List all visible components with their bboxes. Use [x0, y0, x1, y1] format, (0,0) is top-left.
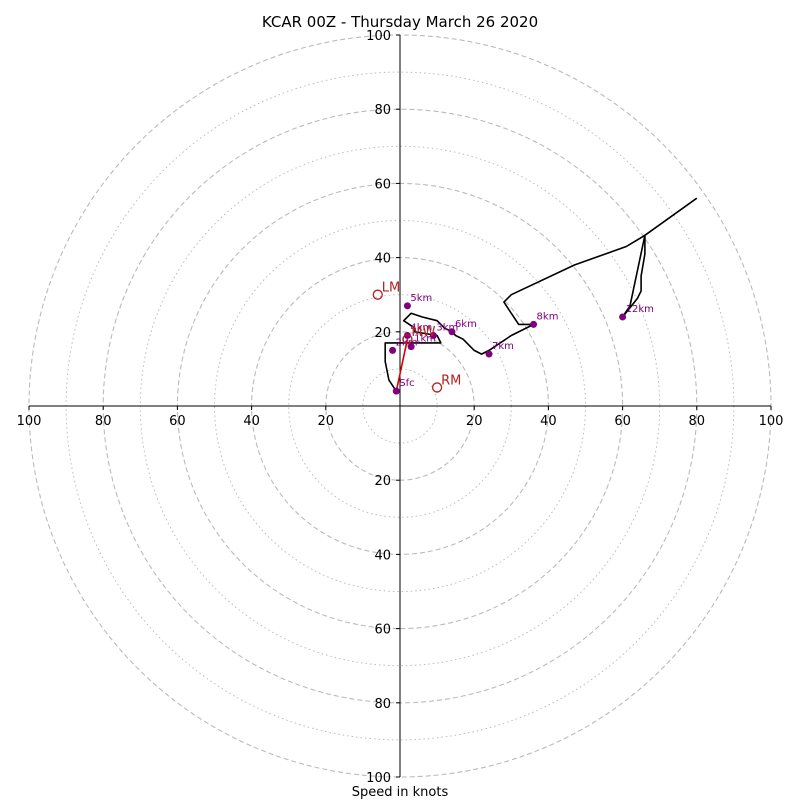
x-tick-label: 80 — [95, 414, 112, 429]
hodograph-trace — [384, 197, 698, 392]
height-marker-label: 6km — [455, 319, 477, 330]
height-marker-label: 4km — [410, 323, 432, 334]
height-marker-label: 12km — [626, 304, 654, 315]
height-marker-label: 5km — [410, 293, 432, 304]
height-marker-dot — [403, 332, 411, 340]
axes — [28, 34, 772, 778]
x-tick-label: 100 — [17, 414, 42, 429]
x-tick-label: 80 — [689, 414, 706, 429]
y-tick-label: 60 — [374, 177, 391, 192]
storm-motion-marker — [402, 334, 413, 345]
height-marker-dot — [403, 302, 411, 310]
height-marker-dot — [485, 350, 493, 358]
storm-motion-markers: LM RM MW — [372, 281, 461, 393]
chart-title: KCAR 00Z - Thursday March 26 2020 — [262, 13, 538, 31]
height-marker-dot — [429, 332, 437, 340]
storm-motion-label: RM — [441, 373, 461, 388]
y-tick-label: 40 — [374, 548, 391, 563]
height-marker-dot — [392, 387, 400, 395]
storm-motion-marker — [431, 382, 443, 393]
x-tick-label: 60 — [169, 414, 186, 429]
height-marker-label: 2km — [396, 337, 418, 348]
x-tick-label: 100 — [759, 414, 784, 429]
height-marker-label: 8km — [537, 311, 559, 322]
height-marker-dot — [530, 320, 538, 328]
y-tick-label: 60 — [374, 623, 391, 638]
height-marker-label: 7km — [492, 341, 514, 352]
x-tick-label: 40 — [540, 414, 557, 429]
storm-motion-marker — [372, 289, 383, 300]
x-tick-label: 60 — [614, 414, 631, 429]
hodograph-trace-group — [384, 197, 698, 392]
y-tick-label: 40 — [374, 252, 391, 267]
height-marker-dot — [448, 328, 456, 336]
shear-vector — [395, 339, 409, 392]
x-tick-label: 40 — [243, 414, 260, 429]
height-marker-dot — [619, 313, 627, 321]
storm-motion-label: MW — [411, 325, 435, 340]
x-axis-label: Speed in knots — [352, 785, 449, 800]
height-marker-dot — [389, 346, 397, 354]
storm-motion-label: LM — [382, 281, 400, 296]
y-tick-label: 20 — [374, 474, 391, 489]
y-tick-label: 100 — [366, 29, 391, 44]
y-tick-label: 80 — [374, 697, 391, 712]
height-marker-dot — [407, 343, 415, 351]
height-marker-label: Sfc — [399, 378, 414, 389]
y-tick-label: 80 — [374, 103, 391, 118]
y-tick-label: 100 — [366, 771, 391, 786]
height-marker-label: 3km — [436, 323, 458, 334]
tick-labels: 100 80 60 40 20 20 40 60 80 100 100 80 60 40 20 20 40 60 8… — [17, 29, 784, 786]
y-tick-label: 20 — [374, 326, 391, 341]
height-marker-label: 1km — [414, 334, 436, 345]
x-tick-label: 20 — [318, 414, 335, 429]
x-tick-label: 20 — [466, 414, 483, 429]
